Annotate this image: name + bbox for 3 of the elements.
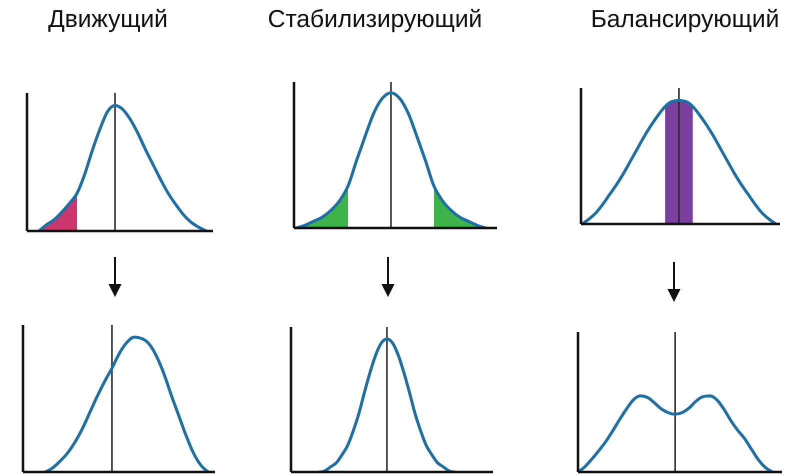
chart-title: Стабилизирующий [266,5,484,35]
chart-title: Балансирующий [590,5,780,35]
chart-title: Движущий [47,5,169,35]
